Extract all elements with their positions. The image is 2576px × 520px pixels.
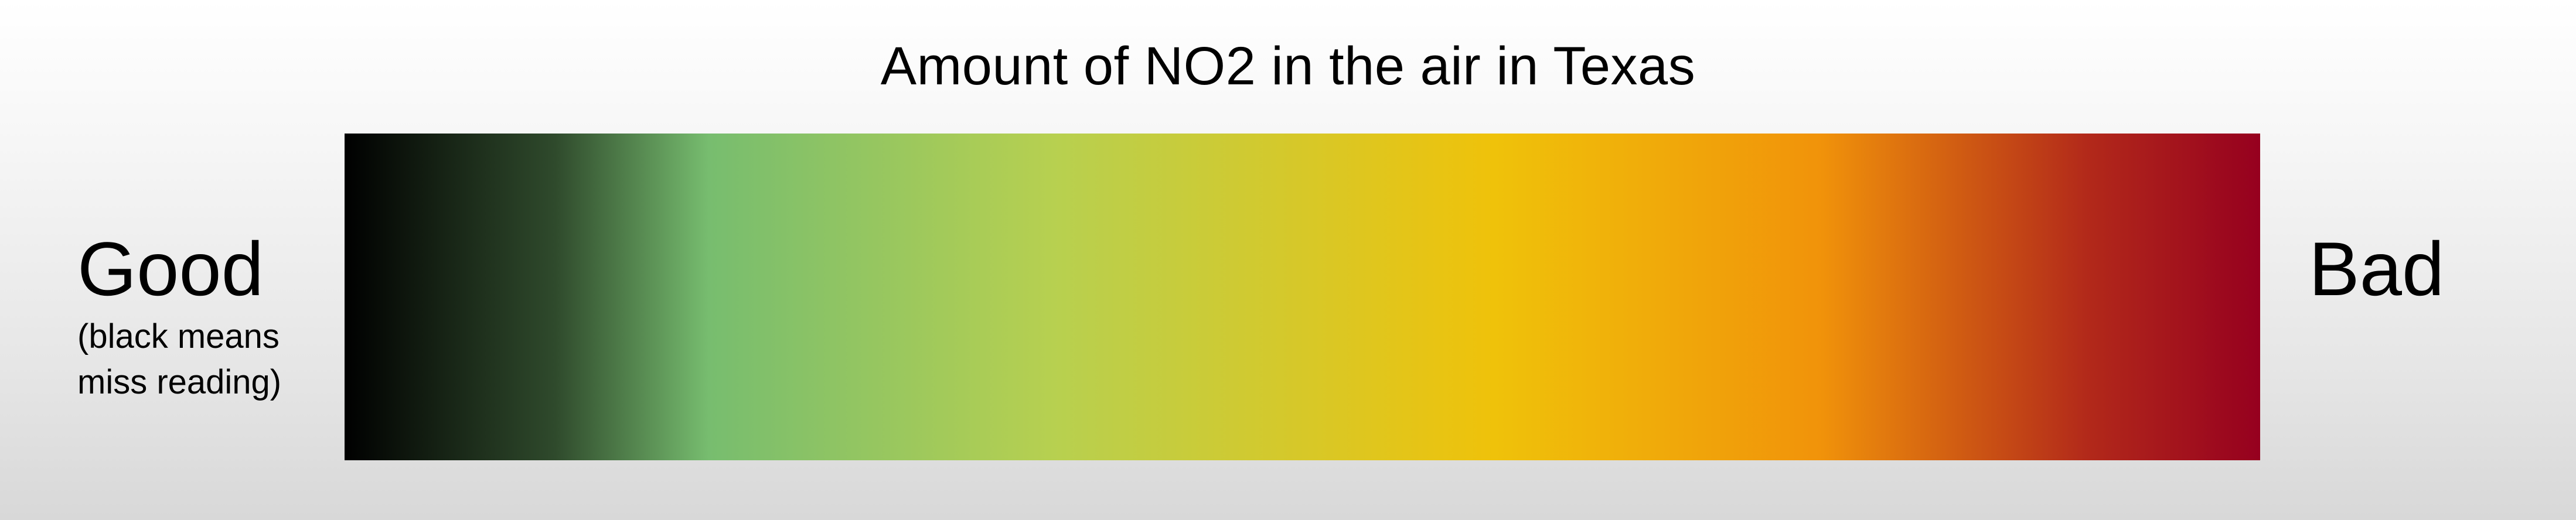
good-note: (black means miss reading): [77, 314, 335, 405]
bad-label: Bad: [2309, 226, 2445, 312]
good-end-label-group: Good (black means miss reading): [77, 225, 335, 405]
color-gradient-bar: [345, 134, 2260, 460]
good-label: Good: [77, 226, 264, 312]
good-note-line-1: (black means: [77, 317, 280, 355]
good-note-line-2: miss reading): [77, 363, 282, 401]
legend-title: Amount of NO2 in the air in Texas: [880, 36, 1696, 96]
